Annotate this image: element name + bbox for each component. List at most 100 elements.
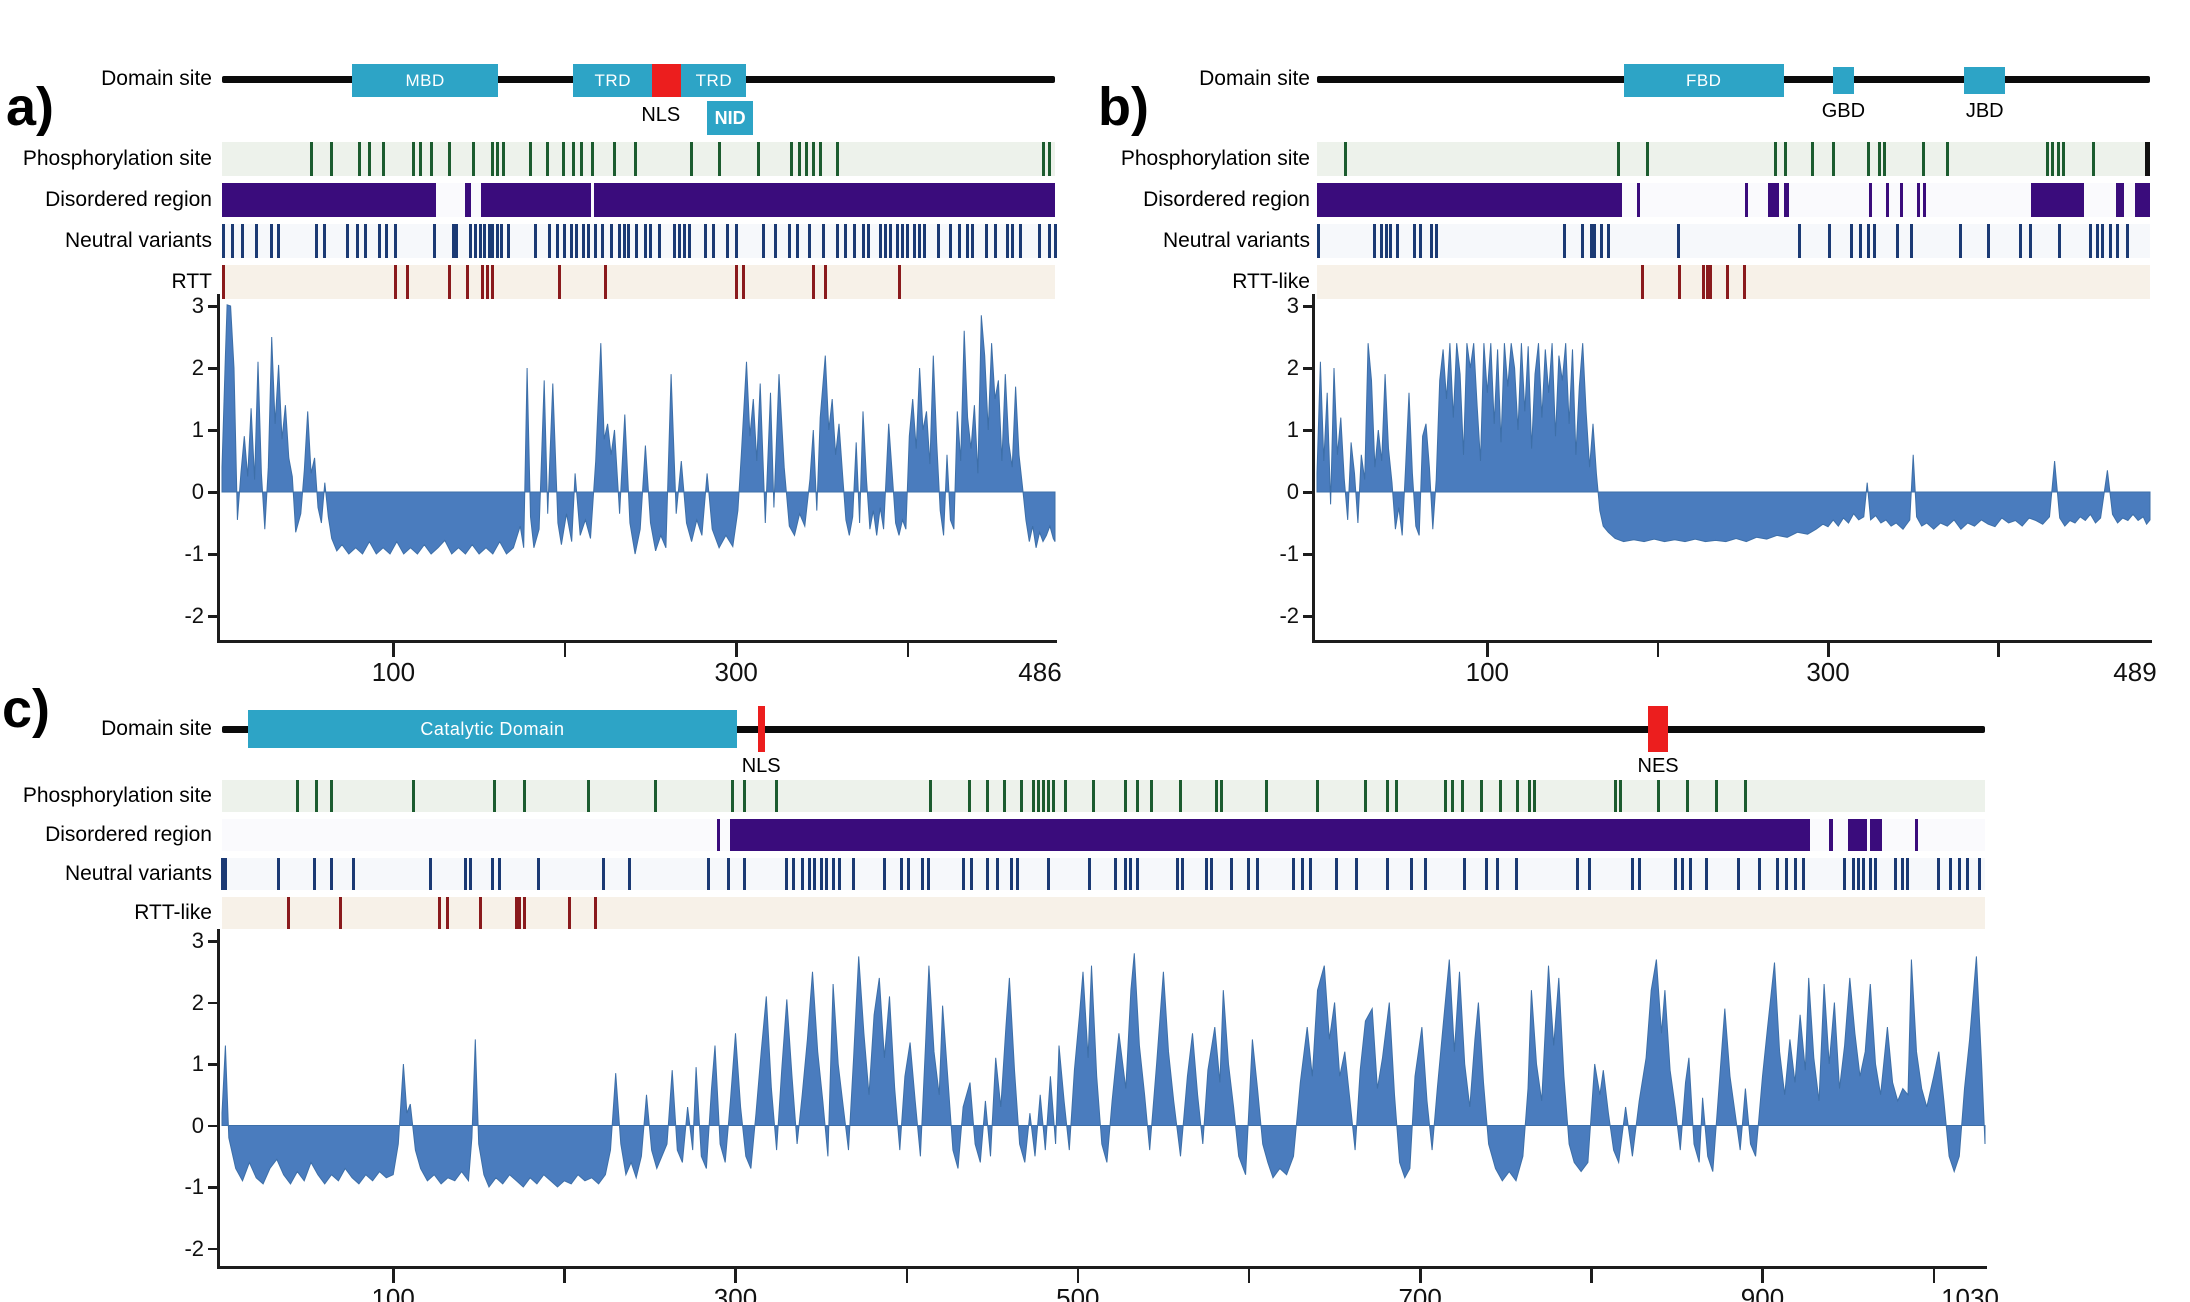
phosphorylation-track-tick xyxy=(419,142,423,176)
neutral-variants-track-tick xyxy=(1053,224,1057,258)
panel-a-phospho-row-label: Phosphorylation site xyxy=(22,147,212,170)
phosphorylation-track-tick xyxy=(1136,780,1140,812)
disordered-region-track xyxy=(1317,183,2150,217)
neutral-variants-track-tick xyxy=(1016,858,1020,890)
phosphorylation-track-tick xyxy=(2092,142,2096,176)
y-axis-tick-label: -1 xyxy=(1279,541,1299,566)
phosphorylation-track-tick xyxy=(580,142,584,176)
neutral-variants-track-tick xyxy=(277,224,281,258)
y-axis-tick xyxy=(208,1124,218,1127)
neutral-variants-track-tick xyxy=(1986,224,1990,258)
phosphorylation-track-tick xyxy=(1394,780,1398,812)
phosphorylation-track-tick xyxy=(690,142,694,176)
phosphorylation-track-tick xyxy=(804,142,808,176)
y-axis-tick-label: 1 xyxy=(191,1051,204,1076)
mutation-track-tick xyxy=(1678,265,1682,299)
disordered-region-block xyxy=(1317,183,1622,217)
neutral-variants-track-tick xyxy=(451,224,455,258)
phosphorylation-track-tick xyxy=(529,142,533,176)
neutral-variants-track-tick xyxy=(1737,858,1741,890)
phosphorylation-track-tick xyxy=(613,142,616,176)
phosphorylation-track-tick xyxy=(472,142,476,176)
neutral-variants-track-tick xyxy=(563,224,567,258)
neutral-variants-track-tick xyxy=(490,858,494,890)
phosphorylation-track-tick xyxy=(1714,780,1718,812)
neutral-variants-track-tick xyxy=(866,224,870,258)
phosphorylation-track-tick xyxy=(1783,142,1787,176)
y-axis-tick xyxy=(208,940,218,943)
panel-a-domain-row-label: Domain site xyxy=(101,67,212,90)
neutral-variants-track-tick xyxy=(1873,858,1877,890)
mutation-track-tick xyxy=(734,265,738,299)
disordered-region-block xyxy=(465,183,471,217)
y-axis-tick xyxy=(1303,491,1313,494)
mutation-track-tick xyxy=(1743,265,1747,299)
disordered-region-block xyxy=(716,819,721,851)
neutral-variants-track-tick xyxy=(812,858,816,890)
mutation-track-tick xyxy=(523,897,527,929)
neutral-variants-track-tick xyxy=(547,224,551,258)
neutral-variants-track-tick xyxy=(1894,858,1898,890)
neutral-variants-track-tick xyxy=(393,224,397,258)
domain-box-mbd: MBD xyxy=(352,64,498,97)
y-axis-tick-label: -2 xyxy=(184,603,204,628)
panel-a-letter: a) xyxy=(6,77,55,137)
neutral-variants-track-tick xyxy=(1038,224,1042,258)
neutral-variants-track-tick xyxy=(1380,224,1384,258)
phosphorylation-track-tick xyxy=(561,142,565,176)
neutral-variants-track-tick xyxy=(2095,224,2099,258)
phosphorylation-track-tick xyxy=(1773,142,1777,176)
y-axis-tick xyxy=(208,1001,218,1004)
phosphorylation-track-tick xyxy=(985,780,989,812)
neutral-variants-track-tick xyxy=(254,224,258,258)
mutation-track xyxy=(1317,265,2150,299)
area-series xyxy=(1316,343,2151,543)
x-axis-end-label: 486 xyxy=(1018,657,1062,687)
neutral-variants-track-tick xyxy=(1113,858,1117,890)
phosphorylation-track-tick xyxy=(1052,780,1056,812)
panel-a-mutation-row-label: RTT xyxy=(171,270,212,293)
neutral-variants-track-tick xyxy=(807,858,811,890)
y-axis-line xyxy=(1312,294,1315,643)
x-axis-end-label: 1030 xyxy=(1941,1283,1999,1302)
neutral-variants-track-tick xyxy=(971,224,975,258)
x-axis-tick xyxy=(563,1267,566,1283)
neutral-variants-track-tick xyxy=(852,858,856,890)
neutral-variants-track-tick xyxy=(506,224,510,258)
neutral-variants-track-tick xyxy=(1410,858,1414,890)
neutral-variants-track-tick xyxy=(895,224,899,258)
y-axis-tick xyxy=(208,1063,218,1066)
disordered-region-track xyxy=(222,183,1055,217)
phosphorylation-track-tick xyxy=(295,780,299,812)
neutral-variants-track xyxy=(220,858,1985,890)
neutral-variants-track-tick xyxy=(2029,224,2033,258)
phosphorylation-track-tick xyxy=(1124,780,1128,812)
y-axis-tick-label: 1 xyxy=(1286,417,1299,442)
phosphorylation-track-tick xyxy=(330,142,334,176)
phosphorylation-track-tick xyxy=(586,780,590,812)
neutral-variants-track-tick xyxy=(683,224,687,258)
neutral-variants-track-tick xyxy=(618,224,622,258)
neutral-variants-track-tick xyxy=(1256,858,1260,890)
y-axis-tick xyxy=(1303,429,1313,432)
neutral-variants-track-tick xyxy=(727,858,731,890)
neutral-variants-track-tick xyxy=(785,858,789,890)
phosphorylation-track-tick xyxy=(1344,142,1348,176)
phosphorylation-track-tick xyxy=(330,780,334,812)
phosphorylation-track-tick xyxy=(357,142,361,176)
neutral-variants-track-tick xyxy=(1851,858,1855,890)
neutral-variants-track-tick xyxy=(1802,858,1806,890)
phosphorylation-track-tick xyxy=(1091,780,1095,812)
x-axis-tick xyxy=(1419,1267,1422,1283)
area-series xyxy=(221,953,1986,1189)
x-axis-line xyxy=(217,1266,1987,1269)
neutral-variants-track-tick xyxy=(1867,224,1871,258)
neutral-variants-track-tick xyxy=(835,224,839,258)
neutral-variants-track-tick xyxy=(936,224,940,258)
phosphorylation-track-tick xyxy=(1480,780,1484,812)
phosphorylation-track-tick xyxy=(1002,780,1006,812)
neutral-variants-track-tick xyxy=(888,224,892,258)
neutral-variants-track-tick xyxy=(900,224,904,258)
neutral-variants-track-tick xyxy=(1872,224,1876,258)
neutral-variants-track-tick xyxy=(844,224,848,258)
